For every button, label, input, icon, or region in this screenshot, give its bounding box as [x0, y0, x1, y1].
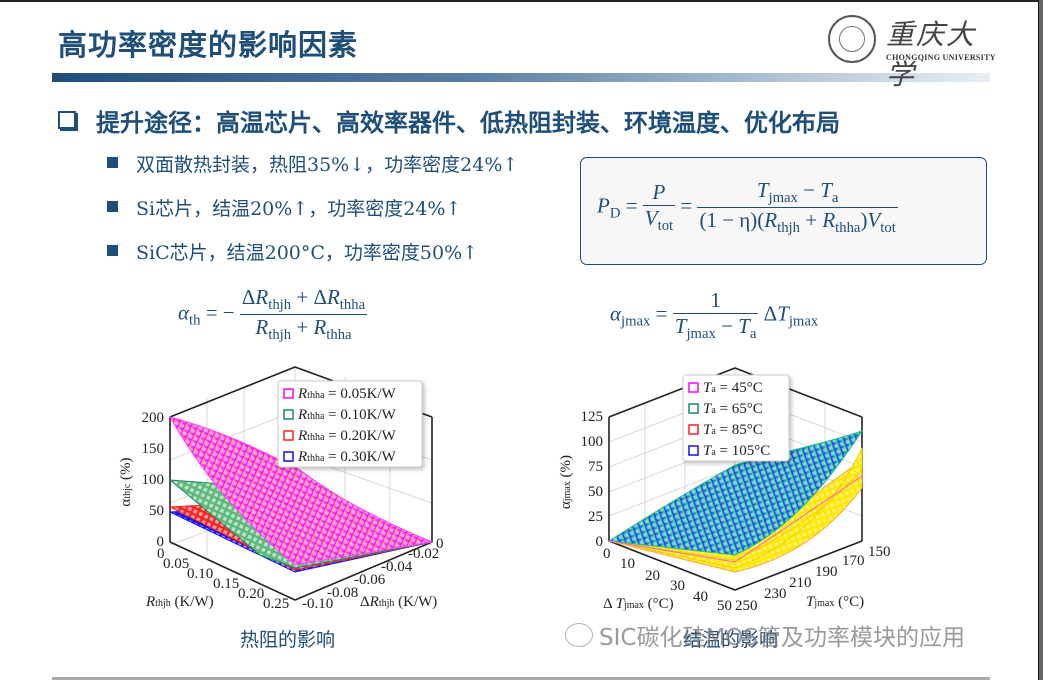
bullet-item: 双面散热封装，热阻35%↓，功率密度24%↑ — [107, 150, 518, 194]
y-axis-ticks: 250 230 210 190 170 150 — [735, 544, 890, 614]
wechat-icon — [565, 623, 593, 647]
svg-text:40: 40 — [693, 589, 708, 605]
right-chart-caption: 结温的影响 — [683, 629, 779, 651]
main-point: 提升途径：高温芯片、高效率器件、低热阻封装、环境温度、优化布局 — [58, 103, 840, 138]
svg-text:0.05: 0.05 — [163, 556, 189, 572]
svg-text:200: 200 — [142, 410, 165, 426]
svg-text:75: 75 — [588, 459, 603, 475]
svg-text:50: 50 — [149, 503, 164, 519]
svg-text:50: 50 — [588, 484, 603, 500]
junction-temperature-surface-chart: 125 100 75 50 25 0 αjmax (%) 0 10 20 30 … — [558, 367, 890, 614]
svg-text:0: 0 — [596, 534, 604, 550]
title-underline-bar — [52, 73, 990, 82]
bullet-item: SiC芯片，结温200°C，功率密度50%↑ — [107, 238, 518, 282]
logo-chinese-name: 重庆大学 — [886, 18, 977, 91]
thermal-resistance-surface-chart: 200 150 100 50 0 αthjc (%) 0 0.05 0.10 0… — [118, 366, 444, 612]
svg-text:-0.02: -0.02 — [408, 546, 439, 562]
svg-text:0.20: 0.20 — [238, 586, 264, 602]
x-axis-label: Δ Tjmax (°C) — [603, 596, 674, 612]
square-bullet-icon — [107, 157, 118, 168]
bullet-item: Si芯片，结温20%↑，功率密度24%↑ — [107, 194, 518, 238]
z-axis-label: αthjc (%) — [118, 457, 134, 506]
logo-english-name: CHONGQING UNIVERSITY — [886, 53, 996, 62]
svg-text:125: 125 — [581, 409, 604, 425]
svg-text:Ta = 65°C: Ta = 65°C — [703, 401, 763, 417]
svg-text:0.15: 0.15 — [213, 576, 239, 592]
svg-text:-0.04: -0.04 — [381, 559, 413, 575]
square-bullet-icon — [107, 245, 118, 256]
svg-text:150: 150 — [142, 441, 165, 457]
svg-text:0.10: 0.10 — [187, 566, 213, 582]
square-bullet-icon — [107, 201, 118, 212]
svg-text:0: 0 — [157, 534, 165, 550]
svg-text:20: 20 — [645, 568, 660, 584]
y-axis-ticks: -0.10 -0.08 -0.06 -0.04 -0.02 0 — [302, 536, 444, 612]
svg-text:Rthha = 0.30K/W: Rthha = 0.30K/W — [297, 449, 397, 465]
z-axis-ticks: 125 100 75 50 25 0 — [581, 409, 604, 550]
window-top-border — [0, 0, 1043, 2]
y-axis-label: Tjmax (°C) — [806, 594, 864, 610]
svg-text:230: 230 — [764, 586, 787, 602]
svg-text:150: 150 — [868, 544, 890, 560]
power-density-formula: PD = P Vtot = Tjmax − Ta (1 − η)(Rthjh + R… — [597, 178, 898, 237]
bullet-list: 双面散热封装，热阻35%↓，功率密度24%↑ Si芯片，结温20%↑，功率密度2… — [107, 150, 518, 282]
svg-text:Ta = 105°C: Ta = 105°C — [703, 443, 770, 459]
left-chart-caption: 热阻的影响 — [240, 629, 336, 651]
x-axis-label: Rthjh (K/W) — [145, 594, 214, 610]
svg-text:100: 100 — [142, 472, 165, 488]
svg-text:210: 210 — [789, 575, 812, 591]
watermark-text: SIC碳化硅MOS管及功率模块的应用 — [599, 625, 965, 651]
svg-text:Rthha = 0.10K/W: Rthha = 0.10K/W — [297, 407, 397, 423]
svg-text:Ta = 45°C: Ta = 45°C — [703, 380, 763, 396]
x-axis-ticks: 0 10 20 30 40 50 — [603, 546, 732, 614]
university-seal-icon — [828, 15, 876, 63]
svg-text:190: 190 — [815, 564, 838, 580]
svg-text:-0.06: -0.06 — [354, 572, 386, 588]
svg-text:30: 30 — [670, 578, 685, 594]
footer-divider — [52, 677, 990, 680]
slide-title: 高功率密度的影响因素 — [58, 28, 359, 62]
y-axis-label: ΔRthjh (K/W) — [360, 594, 437, 610]
svg-text:Rthha = 0.20K/W: Rthha = 0.20K/W — [297, 428, 397, 444]
left-chart-legend: Rthha = 0.05K/W Rthha = 0.10K/W Rthha = … — [277, 380, 423, 468]
right-chart-legend: Ta = 45°C Ta = 65°C Ta = 85°C Ta = 105°C — [682, 374, 790, 462]
svg-text:-0.08: -0.08 — [327, 585, 358, 601]
watermark: SIC碳化硅MOS管及功率模块的应用 — [565, 618, 965, 652]
svg-text:Rthha = 0.05K/W: Rthha = 0.05K/W — [297, 386, 397, 402]
power-density-formula-box: PD = P Vtot = Tjmax − Ta (1 − η)(Rthjh + R… — [580, 157, 987, 265]
svg-text:-0.10: -0.10 — [302, 596, 333, 612]
svg-text:100: 100 — [581, 434, 604, 450]
main-point-text: 提升途径：高温芯片、高效率器件、低热阻封装、环境温度、优化布局 — [96, 109, 840, 137]
window-right-border — [1039, 0, 1043, 680]
alpha-jmax-formula: αjmax = 1 Tjmax − Ta ΔTjmax — [610, 288, 819, 343]
alpha-th-formula: αth = − ΔRthjh + ΔRthha Rthjh + Rthha — [178, 285, 368, 344]
svg-text:0.25: 0.25 — [263, 596, 289, 612]
svg-text:170: 170 — [842, 553, 865, 569]
svg-text:25: 25 — [588, 509, 603, 525]
z-axis-ticks: 200 150 100 50 0 — [142, 410, 165, 550]
university-logo: 重庆大学 CHONGQING UNIVERSITY — [828, 13, 998, 91]
z-axis-label: αjmax (%) — [558, 455, 574, 509]
svg-text:0: 0 — [157, 546, 165, 562]
svg-text:10: 10 — [620, 556, 635, 572]
window-right-border-inner — [1038, 2, 1039, 680]
svg-text:0: 0 — [603, 546, 611, 562]
x-axis-ticks: 0 0.05 0.10 0.15 0.20 0.25 — [157, 546, 289, 612]
svg-text:Ta = 85°C: Ta = 85°C — [703, 422, 763, 438]
checkbox-bullet-icon — [58, 111, 76, 129]
svg-text:0: 0 — [436, 536, 444, 552]
svg-text:250: 250 — [735, 598, 758, 614]
svg-text:50: 50 — [717, 598, 732, 614]
